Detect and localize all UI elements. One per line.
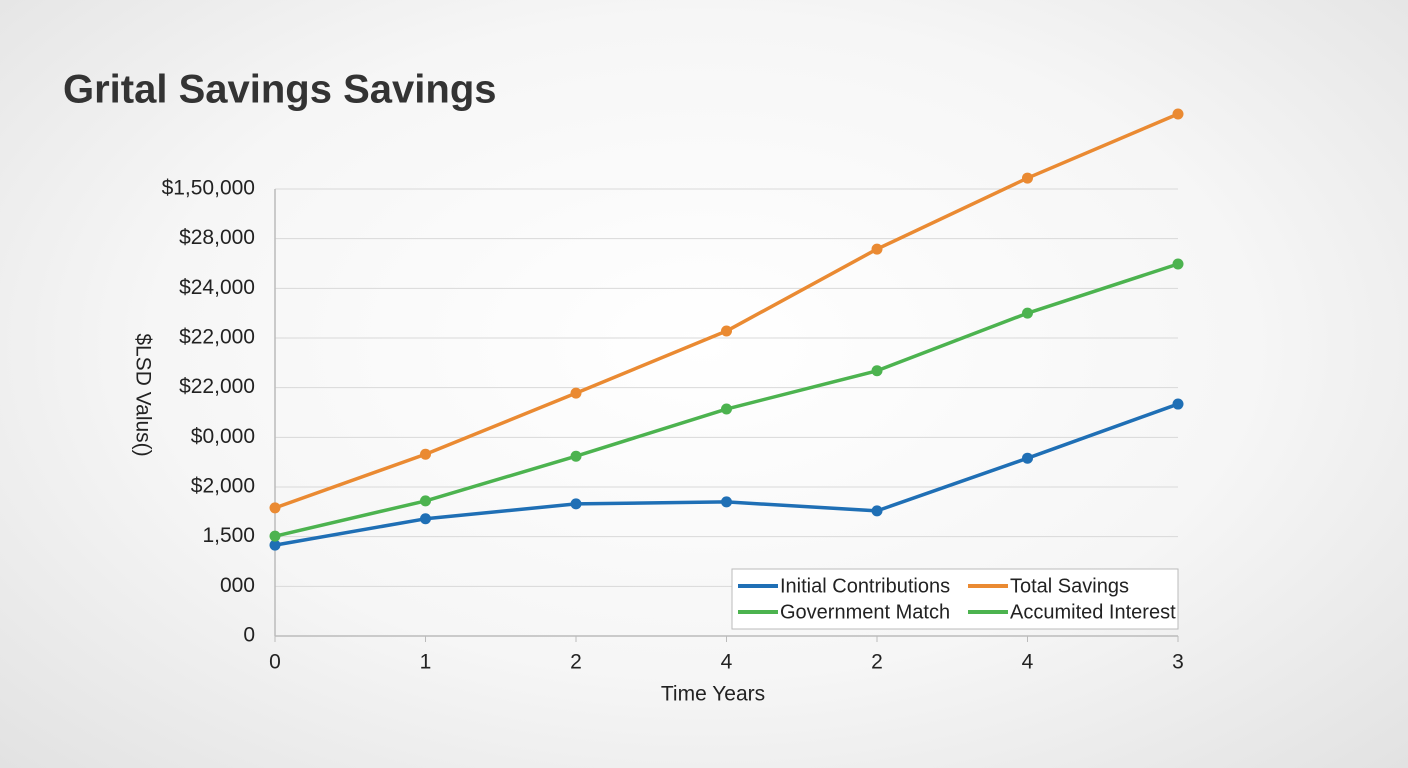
x-tick-label: 0 bbox=[269, 651, 281, 674]
x-tick-label: 2 bbox=[871, 651, 883, 674]
data-point bbox=[721, 325, 732, 337]
series-line bbox=[274, 262, 1179, 538]
data-point bbox=[269, 530, 281, 542]
data-point bbox=[570, 387, 582, 399]
data-point bbox=[1172, 258, 1184, 270]
y-tick-label: 0 bbox=[243, 624, 255, 647]
x-tick-label: 4 bbox=[1022, 651, 1034, 674]
data-point bbox=[721, 496, 732, 508]
legend-label: Total Savings bbox=[1010, 575, 1129, 597]
y-tick-label: $2,000 bbox=[191, 475, 255, 498]
data-point bbox=[1022, 307, 1033, 319]
data-point bbox=[1022, 452, 1033, 464]
data-point bbox=[1022, 172, 1033, 184]
x-tick-label: 1 bbox=[420, 651, 432, 674]
data-point bbox=[871, 243, 883, 255]
data-point bbox=[1172, 108, 1184, 120]
legend-label: Government Match bbox=[780, 601, 950, 623]
y-tick-label: $1,50,000 bbox=[162, 177, 255, 200]
x-axis-label: Time Years bbox=[661, 683, 765, 706]
y-tick-label: $24,000 bbox=[179, 276, 255, 299]
x-tick-label: 3 bbox=[1172, 651, 1184, 674]
legend-box bbox=[731, 568, 1179, 630]
data-point bbox=[420, 495, 431, 507]
data-point bbox=[269, 502, 281, 514]
chart-title: Grital Savings Savings bbox=[63, 68, 497, 112]
series-line bbox=[274, 112, 1179, 510]
y-tick-label: 000 bbox=[220, 574, 255, 597]
data-point bbox=[871, 505, 883, 517]
x-tick-label: 2 bbox=[570, 651, 582, 674]
data-point bbox=[420, 513, 431, 525]
data-point bbox=[570, 450, 582, 462]
data-point bbox=[1172, 398, 1184, 410]
y-tick-label: $28,000 bbox=[179, 226, 255, 249]
y-tick-label: $22,000 bbox=[179, 375, 255, 398]
y-tick-label: 1,500 bbox=[202, 524, 255, 547]
y-tick-label: $0,000 bbox=[191, 425, 255, 448]
data-point bbox=[871, 365, 883, 377]
legend-label: Accumited Interest bbox=[1010, 601, 1176, 623]
series-line bbox=[274, 402, 1179, 547]
data-point bbox=[269, 539, 281, 551]
data-point bbox=[420, 448, 431, 460]
y-axis-label: $LSD Valus() bbox=[131, 333, 154, 456]
data-point bbox=[721, 403, 732, 415]
legend-label: Initial Contributions bbox=[780, 575, 950, 597]
x-tick-label: 4 bbox=[721, 651, 733, 674]
data-point bbox=[570, 498, 582, 510]
y-tick-label: $22,000 bbox=[179, 326, 255, 349]
